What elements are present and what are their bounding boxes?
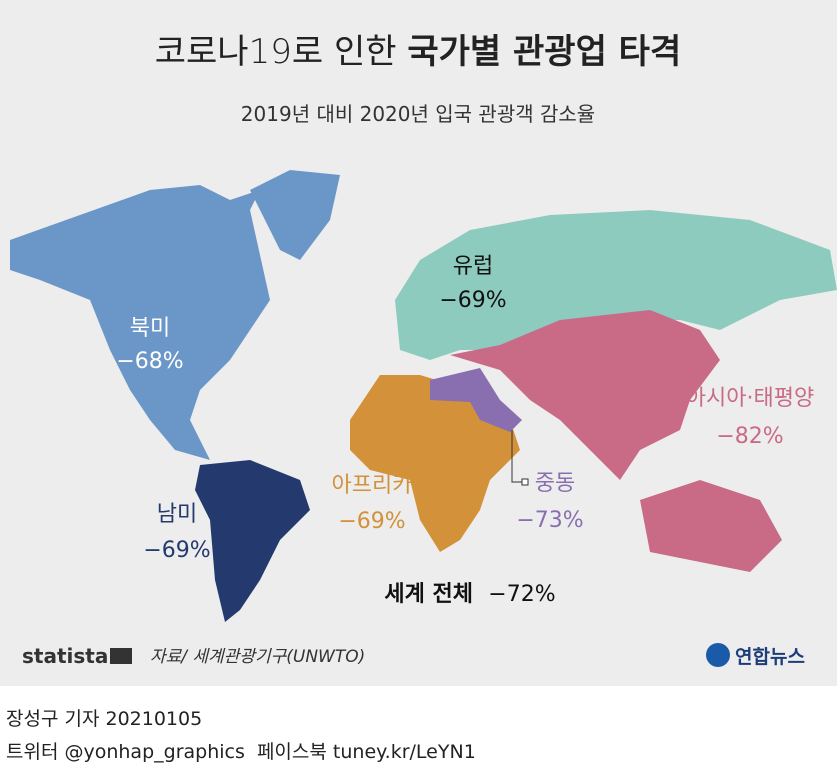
region-value: −82% [716,424,783,449]
south-america [195,460,310,622]
region-value: −73% [516,508,583,533]
world-name: 세계 전체 [384,582,473,607]
map [10,170,837,622]
region-name: 중동 [535,471,575,496]
title-light: 코로나19로 인한 [155,32,397,72]
author: 장성구 기자 20210105 [6,708,202,730]
subtitle: 2019년 대비 2020년 입국 관광객 감소율 [241,102,595,126]
region-value: −69% [143,538,210,563]
brand: statista [22,644,108,668]
north-america [10,185,270,460]
social: 트위터 @yonhap_graphics 페이스북 tuney.kr/LeYN1 [6,741,476,763]
logo: 연합뉴스 [735,646,805,668]
asia-pacific [450,310,720,480]
logo-icon [706,643,730,667]
source: 자료/ 세계관광기구(UNWTO) [150,647,365,667]
world-value: −72% [488,582,555,607]
title-bold: 국가별 관광업 타격 [407,32,681,72]
region-value: −69% [439,288,506,313]
world-total: 세계 전체 −72% [384,582,555,607]
region-name: 유럽 [453,254,493,279]
leader-dot [521,478,529,486]
title: 코로나19로 인한 국가별 관광업 타격 [155,32,682,72]
brand-icon [110,648,132,664]
region-value: −69% [338,509,405,534]
region-value: −68% [116,349,183,374]
australia [640,480,782,572]
region-name: 북미 [130,316,170,341]
region-name: 아시아·태평양 [686,386,814,411]
region-name: 아프리카 [332,473,413,498]
africa [350,375,520,552]
europe [395,210,837,360]
middle-east [430,368,522,432]
region-name: 남미 [157,502,197,527]
labels: 북미 −68% 유럽 −69% 아시아·태평양 −82% 중동 −73% 아프리… [116,254,814,607]
leader-line [511,430,522,483]
greenland [250,170,340,260]
